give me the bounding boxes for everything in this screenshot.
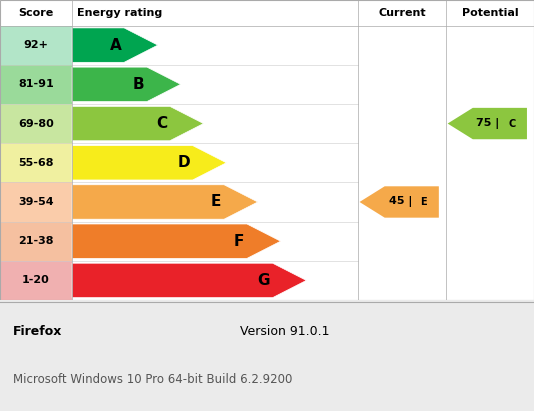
Text: A: A [109,38,121,53]
Bar [0,0,534,25]
Bar [0,104,72,143]
Text: Microsoft Windows 10 Pro 64-bit Build 6.2.9200: Microsoft Windows 10 Pro 64-bit Build 6.… [13,374,293,386]
Polygon shape [72,28,158,62]
Text: F: F [234,234,244,249]
Bar [0,65,72,104]
Polygon shape [72,67,180,102]
Bar [0,143,72,182]
Text: 21-38: 21-38 [18,236,54,246]
Polygon shape [72,106,203,141]
Text: C: C [508,118,515,129]
Polygon shape [72,263,307,298]
Text: D: D [177,155,190,170]
Text: Current: Current [378,8,426,18]
Polygon shape [72,145,226,180]
Polygon shape [72,224,281,259]
Text: 1-20: 1-20 [22,275,50,285]
Text: 69-80: 69-80 [18,118,54,129]
Text: B: B [132,77,144,92]
Text: Firefox: Firefox [13,325,62,337]
Text: Version 91.0.1: Version 91.0.1 [240,325,330,337]
Polygon shape [359,186,439,218]
Text: 39-54: 39-54 [18,197,54,207]
Text: 81-91: 81-91 [18,79,54,89]
Bar [0,261,72,300]
Text: 92+: 92+ [23,40,49,50]
Text: 45 |: 45 | [389,196,413,208]
Polygon shape [447,108,527,139]
Text: E: E [211,194,222,210]
Bar [0,222,72,261]
Text: Score: Score [18,8,54,18]
Text: 55-68: 55-68 [18,158,54,168]
Text: 75 |: 75 | [476,118,500,129]
Bar [0,182,72,222]
Text: Energy rating: Energy rating [77,8,163,18]
Text: E: E [420,197,427,207]
Text: Potential: Potential [461,8,519,18]
Text: G: G [257,273,270,288]
Polygon shape [72,185,258,219]
Bar [0,25,72,65]
Text: C: C [156,116,167,131]
